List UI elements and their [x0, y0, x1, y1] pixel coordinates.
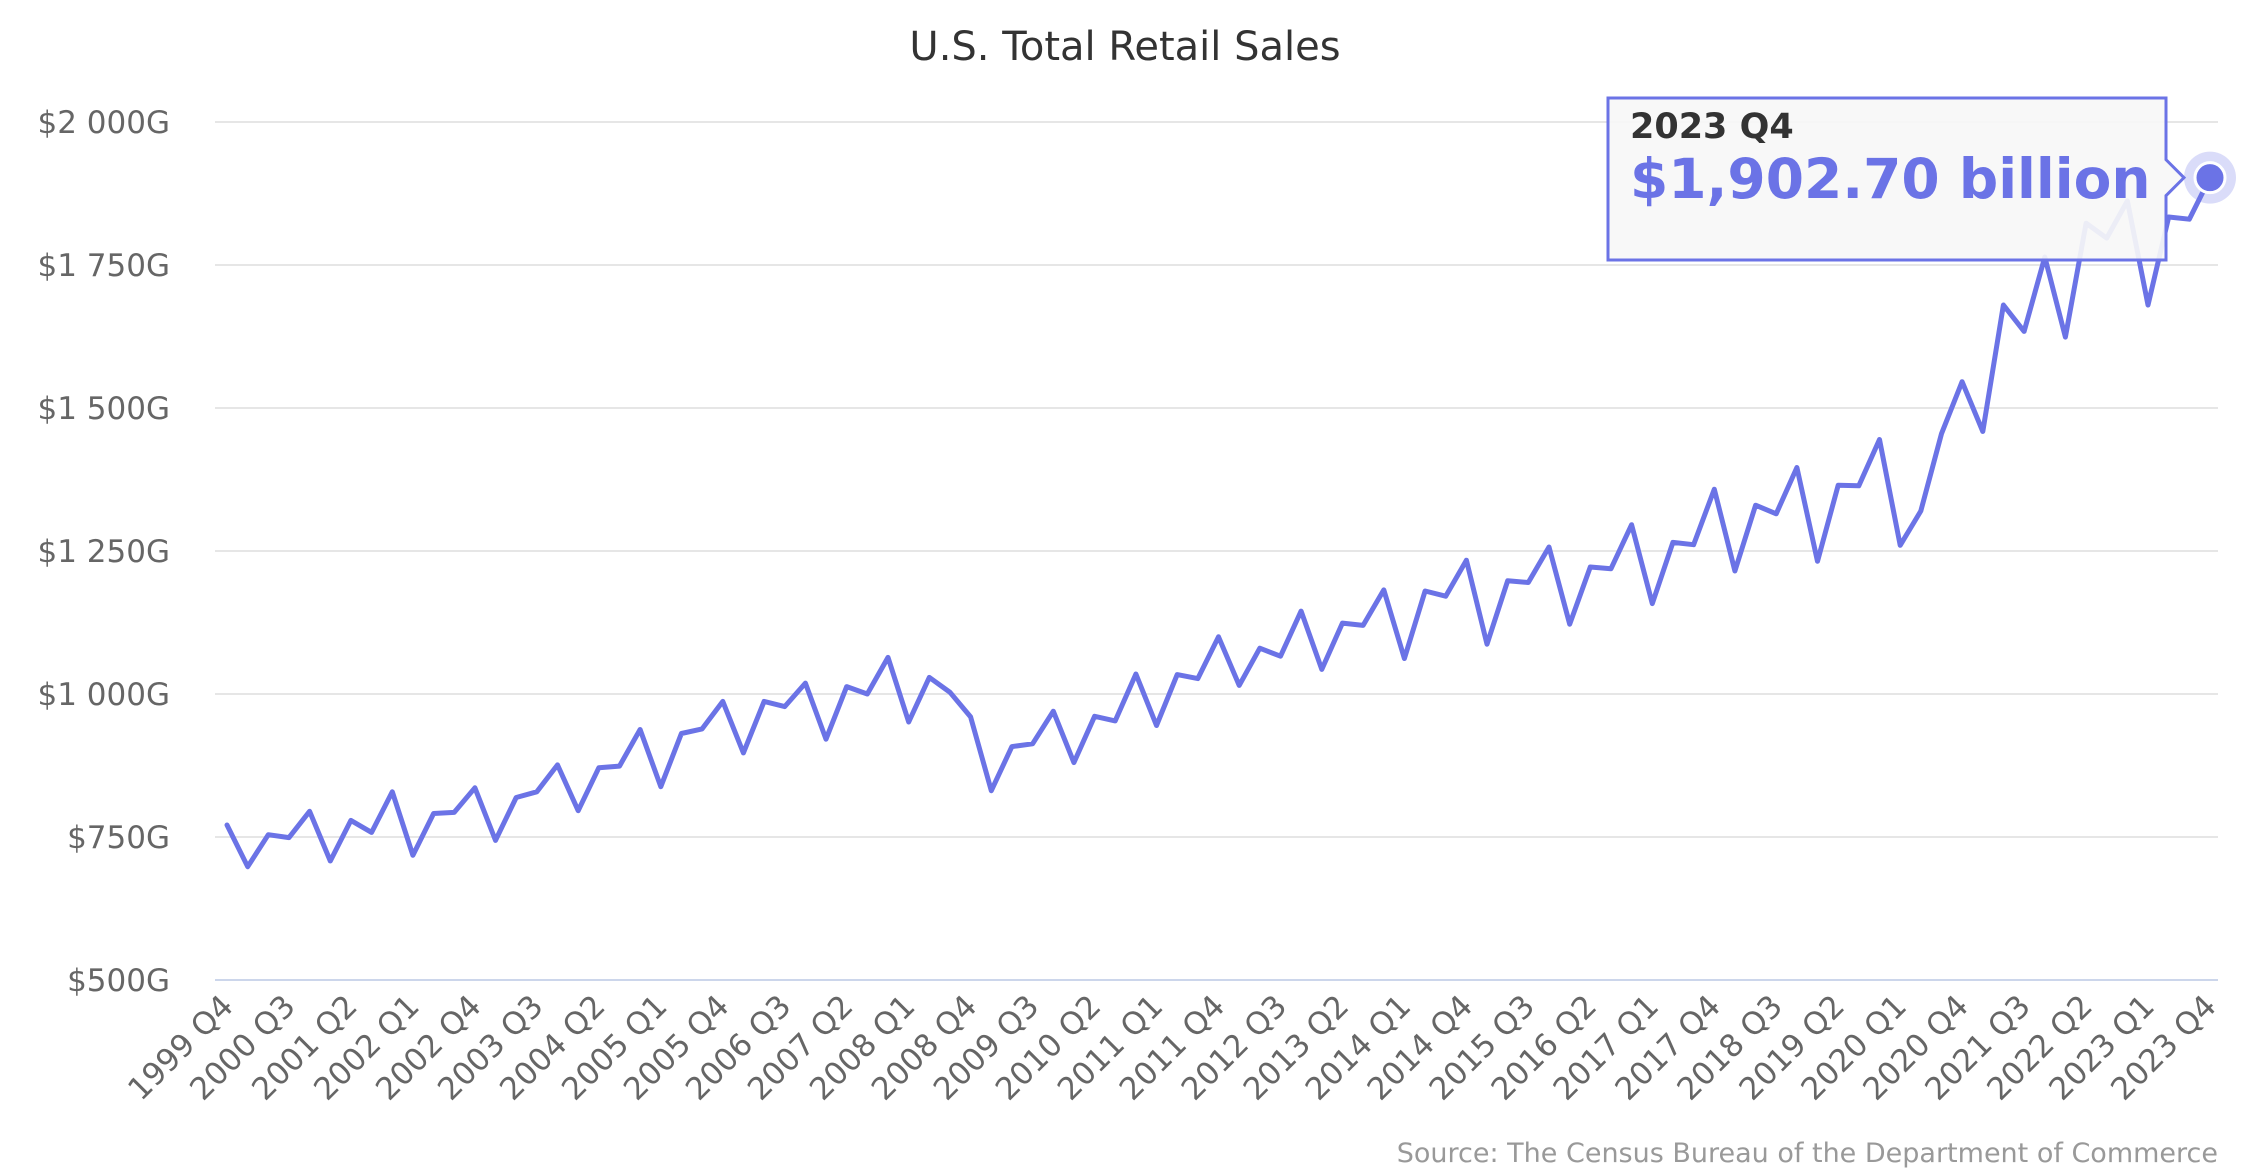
tooltip-box: [1606, 96, 2187, 262]
y-tick-label: $1 000G: [38, 677, 171, 713]
highlighted-point[interactable]: [2193, 161, 2227, 195]
tooltip: 2023 Q4 $1,902.70 billion: [1606, 96, 2187, 262]
y-tick-label: $1 750G: [38, 248, 171, 284]
y-tick-label: $750G: [67, 820, 170, 856]
y-axis-tick-labels: $500G $750G $1 000G $1 250G $1 500G $1 750G $2…: [38, 105, 171, 999]
series-group: [224, 151, 2236, 870]
tooltip-category: 2023 Q4: [1630, 107, 1794, 147]
y-tick-label: $1 500G: [38, 391, 171, 427]
y-tick-label: $500G: [67, 963, 170, 999]
series-line: [224, 175, 2213, 870]
gridlines: [215, 121, 2218, 838]
y-tick-label: $2 000G: [38, 105, 171, 141]
chart-title: U.S. Total Retail Sales: [909, 24, 1340, 70]
source-credit: Source: The Census Bureau of the Departm…: [1397, 1138, 2218, 1169]
y-tick-label: $1 250G: [38, 534, 171, 570]
tooltip-value: $1,902.70 billion: [1630, 147, 2151, 211]
